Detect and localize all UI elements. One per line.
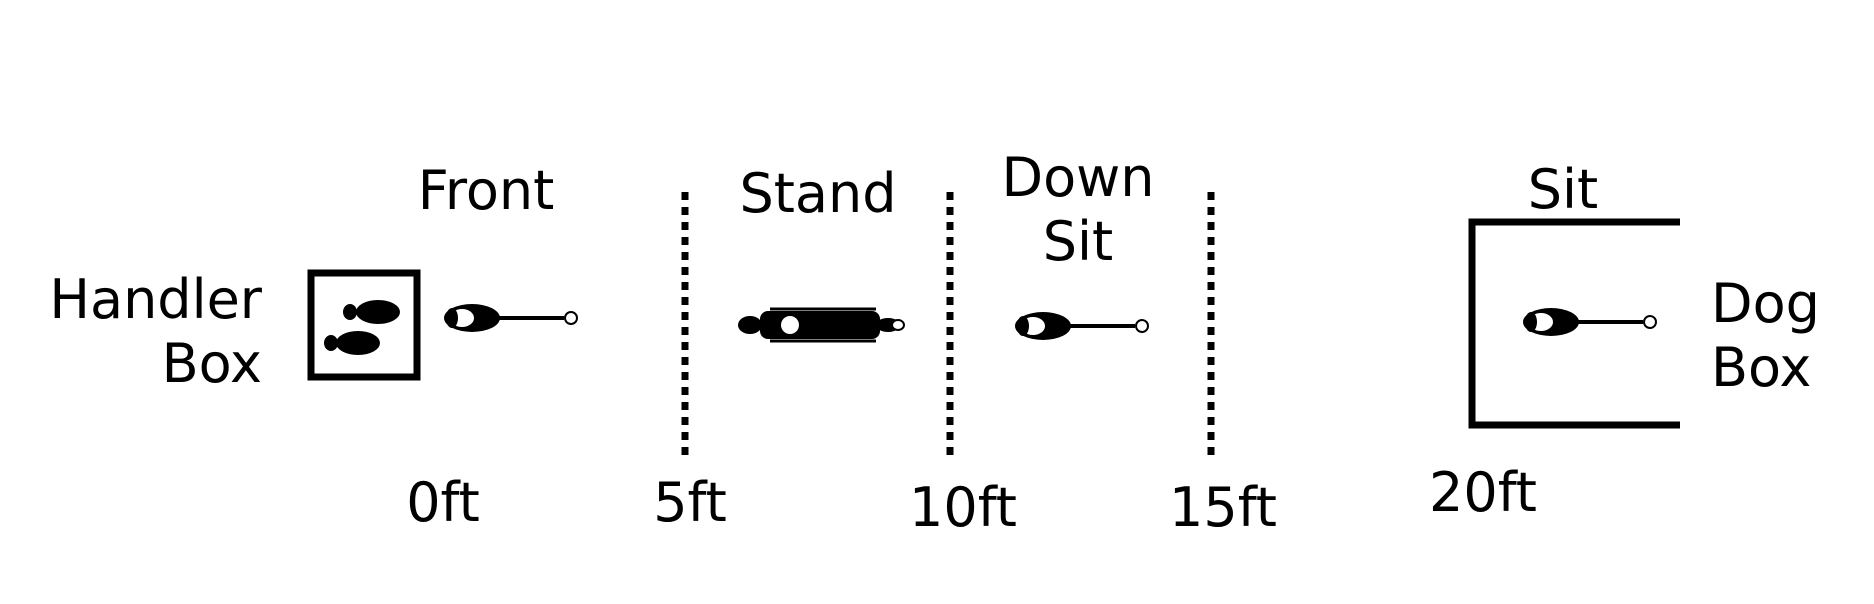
distance-label-20ft: 20ft [1429, 461, 1537, 524]
footprints-icon [324, 300, 400, 355]
dog-box-label-line2: Box [1711, 335, 1812, 399]
dog-sitting-icon [1523, 308, 1657, 336]
handler-box-label: Handler Box [44, 268, 262, 395]
dog-box [1468, 218, 1680, 429]
dog-standing-icon [738, 307, 905, 343]
distance-label-0ft: 0ft [406, 471, 480, 534]
position-label-stand: Stand [739, 162, 897, 225]
position-label-down-sit: Down Sit [1001, 146, 1154, 273]
dog-sitting-icon [444, 304, 578, 332]
position-label-sit-2: Sit [1042, 209, 1114, 273]
distance-label-15ft: 15ft [1169, 476, 1277, 539]
distance-label-10ft: 10ft [909, 476, 1017, 539]
handler-box-label-line1: Handler [49, 268, 262, 331]
dog-sitting-icon [1015, 312, 1149, 340]
position-label-front: Front [417, 159, 555, 222]
handler-box-label-line2: Box [161, 331, 262, 395]
dog-box-label-line1: Dog [1711, 272, 1820, 335]
position-label-sit: Sit [1527, 158, 1599, 221]
distance-label-5ft: 5ft [653, 471, 727, 534]
position-label-down: Down [1001, 146, 1155, 209]
dog-box-label: Dog Box [1711, 272, 1820, 399]
handler-box [307, 269, 421, 381]
